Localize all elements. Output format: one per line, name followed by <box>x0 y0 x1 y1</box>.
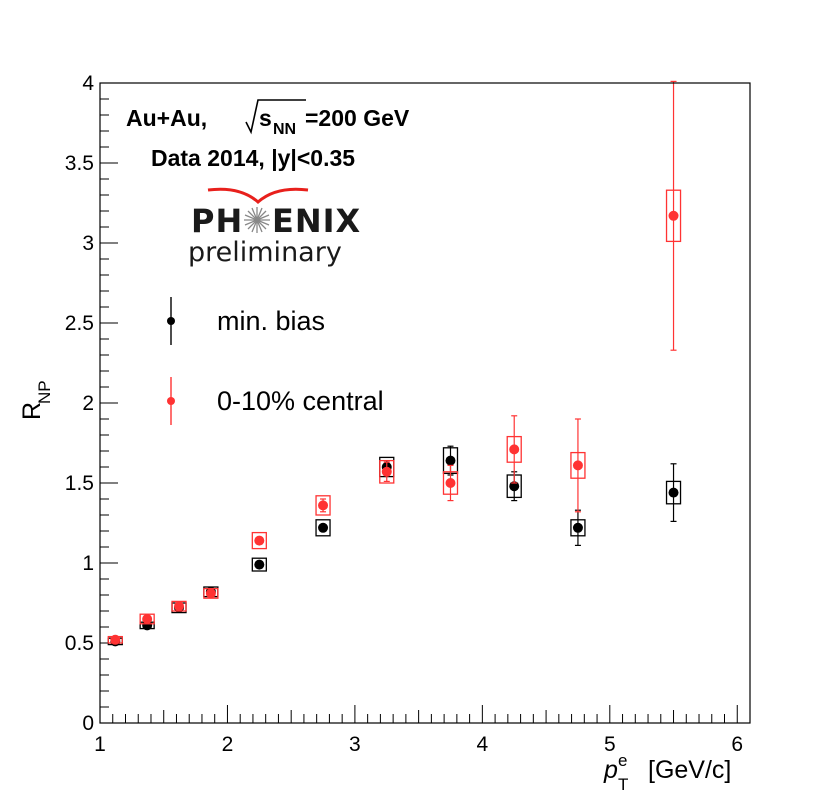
axis-tick-labels: 1 2 3 4 5 6 0 0.5 1 1.5 2 2.5 3 3.5 4 <box>65 72 743 756</box>
data-marker <box>668 487 679 498</box>
systematic-box <box>251 531 267 550</box>
data-point <box>315 495 331 516</box>
data-series <box>107 80 682 647</box>
x-tick-label: 2 <box>222 733 234 756</box>
y-axis-title: R NP <box>18 380 54 420</box>
sqrt-symbol <box>245 99 306 135</box>
y-tick-label: 2 <box>82 392 94 415</box>
annotation-line1-suffix: =200 GeV <box>305 105 410 131</box>
data-point <box>665 463 682 523</box>
data-point <box>570 418 586 513</box>
data-marker <box>509 481 520 492</box>
legend-label-min-bias: min. bias <box>217 306 325 336</box>
axis-ticks <box>99 82 751 724</box>
systematic-box <box>379 459 395 484</box>
data-marker <box>318 522 329 533</box>
data-marker <box>668 210 679 221</box>
y-tick-label: 0 <box>82 712 94 735</box>
data-point <box>442 464 459 502</box>
y-axis-title-sub: NP <box>35 380 54 404</box>
y-tick-label: 4 <box>82 72 94 95</box>
data-point <box>570 509 586 547</box>
annotation-line2: Data 2014, |y|<0.35 <box>151 145 355 171</box>
legend-marker-min-bias <box>167 317 175 325</box>
data-point <box>107 634 123 645</box>
data-marker <box>205 588 216 599</box>
y-tick-label: 3 <box>82 232 94 255</box>
annotation-sqrt-s: s <box>259 105 272 131</box>
y-tick-label: 1.5 <box>65 472 94 495</box>
data-point <box>506 415 522 484</box>
legend-entry-min-bias: min. bias <box>167 297 325 345</box>
annotation: Au+Au, s NN =200 GeV Data 2014, |y|<0.35 <box>126 99 410 171</box>
data-marker <box>572 460 583 471</box>
data-point <box>665 80 682 351</box>
annotation-line1-prefix: Au+Au, <box>126 105 207 131</box>
data-point <box>203 587 219 599</box>
data-marker <box>174 601 185 612</box>
logo-left: PH <box>191 202 243 240</box>
legend: min. bias 0-10% central <box>167 297 384 425</box>
x-axis-title-unit: [GeV/c] <box>648 756 731 784</box>
data-point <box>171 600 187 612</box>
data-marker <box>318 500 329 511</box>
data-point <box>315 519 331 537</box>
y-tick-label: 3.5 <box>65 152 94 175</box>
data-marker <box>445 478 456 488</box>
systematic-box <box>315 495 331 516</box>
data-marker <box>142 614 153 624</box>
logo-wing-icon <box>207 187 309 205</box>
systematic-box <box>251 557 267 572</box>
x-axis-title-main: p <box>603 756 618 784</box>
x-axis-title-sub: T <box>618 775 628 794</box>
series-central <box>107 80 682 645</box>
data-point <box>251 557 267 572</box>
logo-preliminary: preliminary <box>188 237 342 268</box>
x-axis-title-sup: e <box>618 751 627 770</box>
legend-entry-central: 0-10% central <box>167 377 384 425</box>
data-marker <box>509 444 520 455</box>
data-marker <box>254 559 265 570</box>
legend-marker-central <box>167 397 175 405</box>
x-tick-label: 6 <box>731 733 743 756</box>
x-tick-label: 5 <box>604 733 616 756</box>
x-tick-label: 1 <box>94 733 106 756</box>
data-point <box>139 613 155 625</box>
y-tick-label: 2.5 <box>65 312 94 335</box>
series-min-bias <box>107 445 682 647</box>
data-marker <box>572 522 583 533</box>
y-axis-title-main: R <box>18 402 46 420</box>
x-tick-label: 4 <box>477 733 489 756</box>
legend-label-central: 0-10% central <box>217 386 384 416</box>
logo-right: ENIX <box>272 202 361 240</box>
data-marker <box>110 634 121 645</box>
annotation-sqrt-sub: NN <box>273 121 296 138</box>
x-tick-label: 3 <box>349 733 361 756</box>
systematic-box <box>315 519 331 537</box>
data-marker <box>381 466 392 477</box>
y-tick-label: 1 <box>82 552 94 575</box>
data-marker <box>445 455 456 466</box>
data-point <box>379 459 395 484</box>
data-marker <box>254 535 265 546</box>
x-axis-title: p T e [GeV/c] <box>603 751 731 794</box>
y-tick-label: 0.5 <box>65 632 94 655</box>
phenix-logo: PH ENIX preliminary <box>188 187 361 268</box>
data-point <box>251 531 267 550</box>
plot-frame <box>99 82 751 724</box>
logo-starburst-icon <box>244 207 270 233</box>
